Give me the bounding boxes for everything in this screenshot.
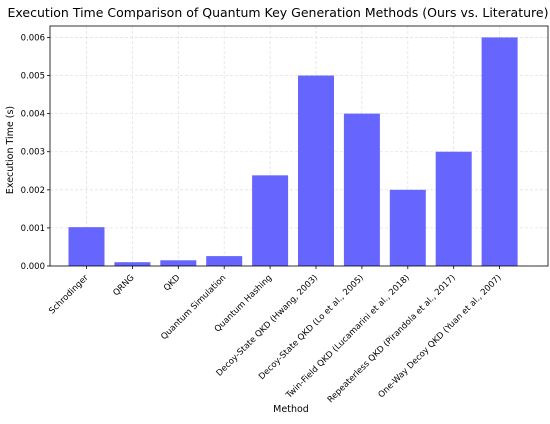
y-tick-label: 0.001 — [21, 224, 45, 234]
bar — [343, 113, 380, 266]
bar — [389, 189, 426, 266]
bar — [114, 262, 151, 266]
y-tick-label: 0.000 — [21, 262, 45, 272]
chart-title: Execution Time Comparison of Quantum Key… — [8, 5, 549, 20]
bar — [481, 37, 518, 266]
bar — [206, 256, 243, 266]
bar — [252, 175, 289, 266]
bar — [298, 75, 334, 267]
x-tick-label: Decoy-State QKD (Hwang, 2003) — [215, 273, 321, 379]
y-tick-label: 0.005 — [21, 72, 45, 82]
bar — [435, 151, 472, 266]
axes — [49, 25, 549, 267]
x-axis-label: Method — [273, 404, 309, 415]
bars — [68, 37, 518, 267]
y-axis-label: Execution Time (s) — [5, 106, 16, 194]
y-tick-label: 0.004 — [21, 110, 45, 120]
x-tick-label: QKD — [162, 273, 183, 294]
plot-frame — [49, 25, 549, 267]
y-ticks: 0.000 0.001 0.002 0.003 0.004 0.005 0.006 — [21, 33, 50, 272]
bar — [68, 227, 105, 266]
bar — [160, 260, 197, 266]
x-tick-label: Schrodinger — [47, 273, 91, 317]
y-tick-label: 0.006 — [21, 33, 45, 43]
x-tick-label: QRNG — [111, 273, 136, 298]
y-tick-label: 0.002 — [21, 186, 45, 196]
y-tick-label: 0.003 — [21, 148, 45, 158]
